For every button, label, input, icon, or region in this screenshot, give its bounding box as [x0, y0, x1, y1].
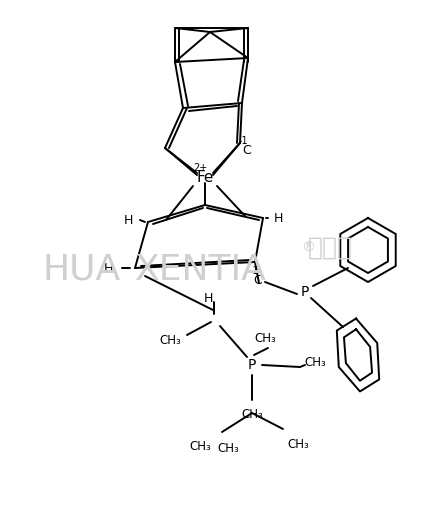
- Text: CH₃: CH₃: [159, 333, 181, 347]
- Text: 2+: 2+: [193, 163, 207, 173]
- Text: CH₃: CH₃: [217, 441, 239, 455]
- Text: P: P: [248, 358, 256, 372]
- Text: CH₃: CH₃: [241, 409, 263, 421]
- Text: H: H: [204, 291, 213, 305]
- Text: CH₃: CH₃: [189, 439, 211, 453]
- Text: ®: ®: [301, 241, 315, 255]
- Text: P: P: [301, 285, 309, 299]
- Text: CH₃: CH₃: [304, 355, 326, 369]
- Text: H: H: [123, 214, 132, 226]
- Text: HUA: HUA: [42, 253, 120, 287]
- Text: Fe: Fe: [196, 170, 214, 185]
- Text: H: H: [273, 211, 283, 224]
- Text: XENTIA: XENTIA: [135, 253, 267, 287]
- Text: 化学加: 化学加: [307, 236, 352, 260]
- Text: -1: -1: [238, 136, 248, 146]
- Text: -1: -1: [249, 266, 259, 276]
- Text: CH₃: CH₃: [254, 331, 276, 345]
- Text: CH₃: CH₃: [287, 437, 309, 451]
- Text: C: C: [242, 144, 252, 158]
- Text: C: C: [254, 273, 262, 287]
- Text: H: H: [103, 262, 113, 274]
